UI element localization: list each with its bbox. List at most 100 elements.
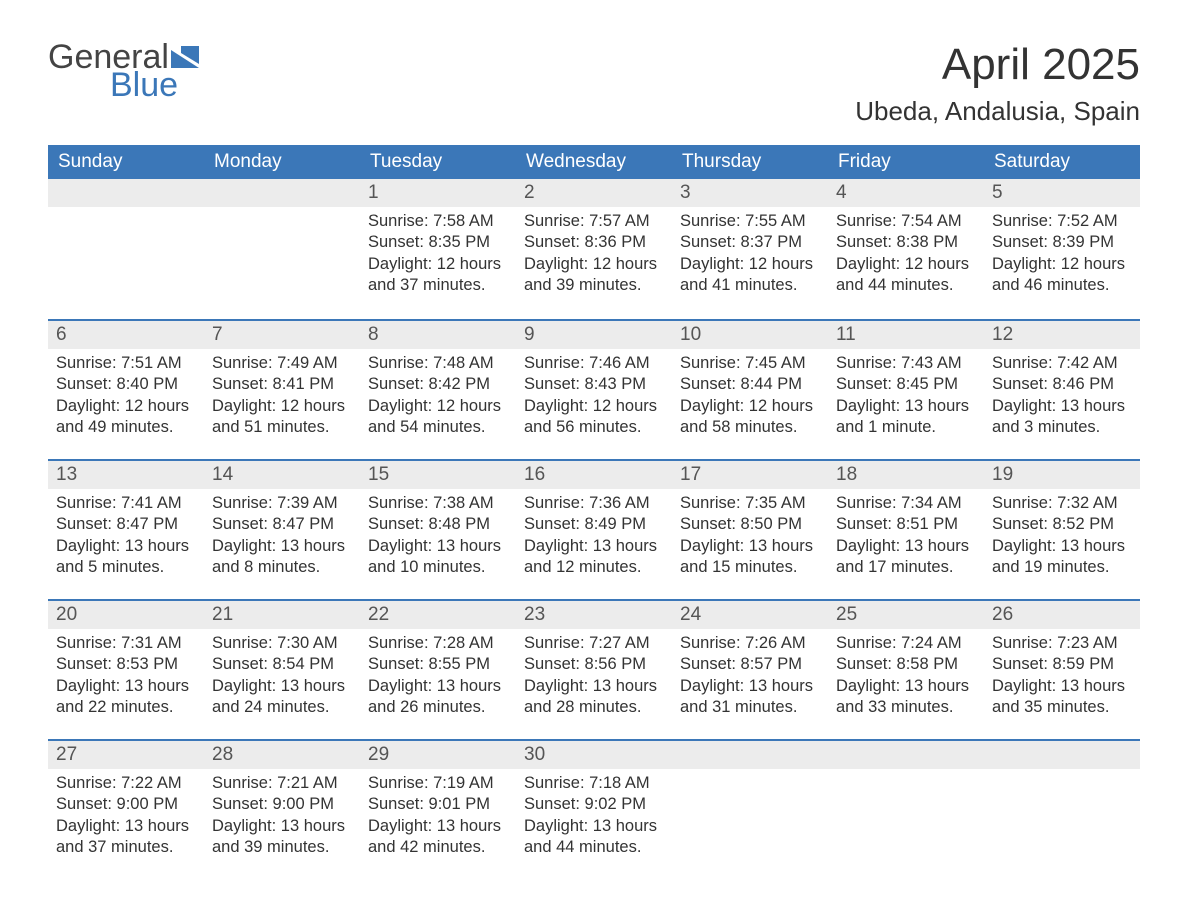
day-body: Sunrise: 7:43 AMSunset: 8:45 PMDaylight:…: [828, 353, 984, 437]
sunset-line: Sunset: 8:47 PM: [56, 514, 196, 535]
day-body: Sunrise: 7:21 AMSunset: 9:00 PMDaylight:…: [204, 773, 360, 857]
sunset-line: Sunset: 8:50 PM: [680, 514, 820, 535]
sunrise-line: Sunrise: 7:24 AM: [836, 633, 976, 654]
day-number: 17: [672, 461, 828, 489]
brand-word2: Blue: [110, 68, 205, 102]
day-number: 5: [984, 179, 1140, 207]
sunrise-line: Sunrise: 7:54 AM: [836, 211, 976, 232]
empty-cell: [984, 741, 1140, 879]
day-number: [672, 741, 828, 769]
sunrise-line: Sunrise: 7:22 AM: [56, 773, 196, 794]
daylight-line: Daylight: 13 hours and 42 minutes.: [368, 816, 508, 858]
daylight-line: Daylight: 13 hours and 31 minutes.: [680, 676, 820, 718]
sunset-line: Sunset: 8:58 PM: [836, 654, 976, 675]
dow-saturday: Saturday: [984, 145, 1140, 179]
days-of-week-header: SundayMondayTuesdayWednesdayThursdayFrid…: [48, 145, 1140, 179]
sunrise-line: Sunrise: 7:58 AM: [368, 211, 508, 232]
sunset-line: Sunset: 8:40 PM: [56, 374, 196, 395]
day-cell: 20Sunrise: 7:31 AMSunset: 8:53 PMDayligh…: [48, 601, 204, 739]
day-cell: 1 Sunrise: 7:58 AMSunset: 8:35 PMDaylight…: [360, 179, 516, 319]
day-number: [48, 179, 204, 207]
daylight-line: Daylight: 13 hours and 3 minutes.: [992, 396, 1132, 438]
day-body: Sunrise: 7:58 AMSunset: 8:35 PMDaylight:…: [360, 211, 516, 295]
daylight-line: Daylight: 13 hours and 12 minutes.: [524, 536, 664, 578]
daylight-line: Daylight: 13 hours and 26 minutes.: [368, 676, 508, 718]
daylight-line: Daylight: 13 hours and 8 minutes.: [212, 536, 352, 578]
sunset-line: Sunset: 8:35 PM: [368, 232, 508, 253]
day-body: Sunrise: 7:31 AMSunset: 8:53 PMDaylight:…: [48, 633, 204, 717]
daylight-line: Daylight: 13 hours and 5 minutes.: [56, 536, 196, 578]
day-cell: 12 Sunrise: 7:42 AMSunset: 8:46 PMDayligh…: [984, 321, 1140, 459]
daylight-line: Daylight: 12 hours and 37 minutes.: [368, 254, 508, 296]
day-cell: 14Sunrise: 7:39 AMSunset: 8:47 PMDayligh…: [204, 461, 360, 599]
page-subtitle: Ubeda, Andalusia, Spain: [855, 96, 1140, 127]
sunrise-line: Sunrise: 7:55 AM: [680, 211, 820, 232]
day-number: 1: [360, 179, 516, 207]
day-number: 24: [672, 601, 828, 629]
daylight-line: Daylight: 13 hours and 17 minutes.: [836, 536, 976, 578]
day-number: 12: [984, 321, 1140, 349]
week-row: 20Sunrise: 7:31 AMSunset: 8:53 PMDayligh…: [48, 599, 1140, 739]
daylight-line: Daylight: 13 hours and 10 minutes.: [368, 536, 508, 578]
sunrise-line: Sunrise: 7:18 AM: [524, 773, 664, 794]
empty-cell: [828, 741, 984, 879]
sunrise-line: Sunrise: 7:23 AM: [992, 633, 1132, 654]
day-number: 14: [204, 461, 360, 489]
day-number: 4: [828, 179, 984, 207]
daylight-line: Daylight: 12 hours and 41 minutes.: [680, 254, 820, 296]
sunset-line: Sunset: 9:01 PM: [368, 794, 508, 815]
day-body: Sunrise: 7:55 AMSunset: 8:37 PMDaylight:…: [672, 211, 828, 295]
day-cell: 21Sunrise: 7:30 AMSunset: 8:54 PMDayligh…: [204, 601, 360, 739]
day-number: 22: [360, 601, 516, 629]
sunrise-line: Sunrise: 7:35 AM: [680, 493, 820, 514]
day-body: Sunrise: 7:26 AMSunset: 8:57 PMDaylight:…: [672, 633, 828, 717]
daylight-line: Daylight: 13 hours and 19 minutes.: [992, 536, 1132, 578]
sunrise-line: Sunrise: 7:48 AM: [368, 353, 508, 374]
day-cell: 13Sunrise: 7:41 AMSunset: 8:47 PMDayligh…: [48, 461, 204, 599]
daylight-line: Daylight: 12 hours and 39 minutes.: [524, 254, 664, 296]
sunset-line: Sunset: 8:38 PM: [836, 232, 976, 253]
sunrise-line: Sunrise: 7:19 AM: [368, 773, 508, 794]
daylight-line: Daylight: 12 hours and 51 minutes.: [212, 396, 352, 438]
day-cell: 18Sunrise: 7:34 AMSunset: 8:51 PMDayligh…: [828, 461, 984, 599]
daylight-line: Daylight: 13 hours and 24 minutes.: [212, 676, 352, 718]
sunset-line: Sunset: 8:51 PM: [836, 514, 976, 535]
day-body: Sunrise: 7:35 AMSunset: 8:50 PMDaylight:…: [672, 493, 828, 577]
day-number: 2: [516, 179, 672, 207]
day-number: 27: [48, 741, 204, 769]
day-body: Sunrise: 7:54 AMSunset: 8:38 PMDaylight:…: [828, 211, 984, 295]
sunrise-line: Sunrise: 7:31 AM: [56, 633, 196, 654]
sunset-line: Sunset: 8:55 PM: [368, 654, 508, 675]
sunrise-line: Sunrise: 7:49 AM: [212, 353, 352, 374]
day-body: Sunrise: 7:22 AMSunset: 9:00 PMDaylight:…: [48, 773, 204, 857]
sunset-line: Sunset: 8:57 PM: [680, 654, 820, 675]
day-body: Sunrise: 7:42 AMSunset: 8:46 PMDaylight:…: [984, 353, 1140, 437]
sunset-line: Sunset: 8:45 PM: [836, 374, 976, 395]
sunrise-line: Sunrise: 7:21 AM: [212, 773, 352, 794]
day-number: 28: [204, 741, 360, 769]
sunset-line: Sunset: 9:00 PM: [212, 794, 352, 815]
daylight-line: Daylight: 13 hours and 28 minutes.: [524, 676, 664, 718]
day-body: Sunrise: 7:49 AMSunset: 8:41 PMDaylight:…: [204, 353, 360, 437]
day-number: 23: [516, 601, 672, 629]
empty-cell: [672, 741, 828, 879]
daylight-line: Daylight: 12 hours and 44 minutes.: [836, 254, 976, 296]
day-number: 21: [204, 601, 360, 629]
empty-cell: [48, 179, 204, 319]
header: General Blue April 2025 Ubeda, Andalusia…: [48, 40, 1140, 127]
day-cell: 10Sunrise: 7:45 AMSunset: 8:44 PMDayligh…: [672, 321, 828, 459]
day-cell: 3Sunrise: 7:55 AMSunset: 8:37 PMDaylight…: [672, 179, 828, 319]
dow-sunday: Sunday: [48, 145, 204, 179]
daylight-line: Daylight: 12 hours and 46 minutes.: [992, 254, 1132, 296]
day-body: Sunrise: 7:32 AMSunset: 8:52 PMDaylight:…: [984, 493, 1140, 577]
daylight-line: Daylight: 13 hours and 1 minute.: [836, 396, 976, 438]
day-number: 16: [516, 461, 672, 489]
sunrise-line: Sunrise: 7:34 AM: [836, 493, 976, 514]
day-cell: 24 Sunrise: 7:26 AMSunset: 8:57 PMDayligh…: [672, 601, 828, 739]
sunrise-line: Sunrise: 7:52 AM: [992, 211, 1132, 232]
day-cell: 9Sunrise: 7:46 AMSunset: 8:43 PMDaylight…: [516, 321, 672, 459]
sunset-line: Sunset: 8:59 PM: [992, 654, 1132, 675]
sunset-line: Sunset: 8:44 PM: [680, 374, 820, 395]
sunset-line: Sunset: 9:00 PM: [56, 794, 196, 815]
sunrise-line: Sunrise: 7:51 AM: [56, 353, 196, 374]
